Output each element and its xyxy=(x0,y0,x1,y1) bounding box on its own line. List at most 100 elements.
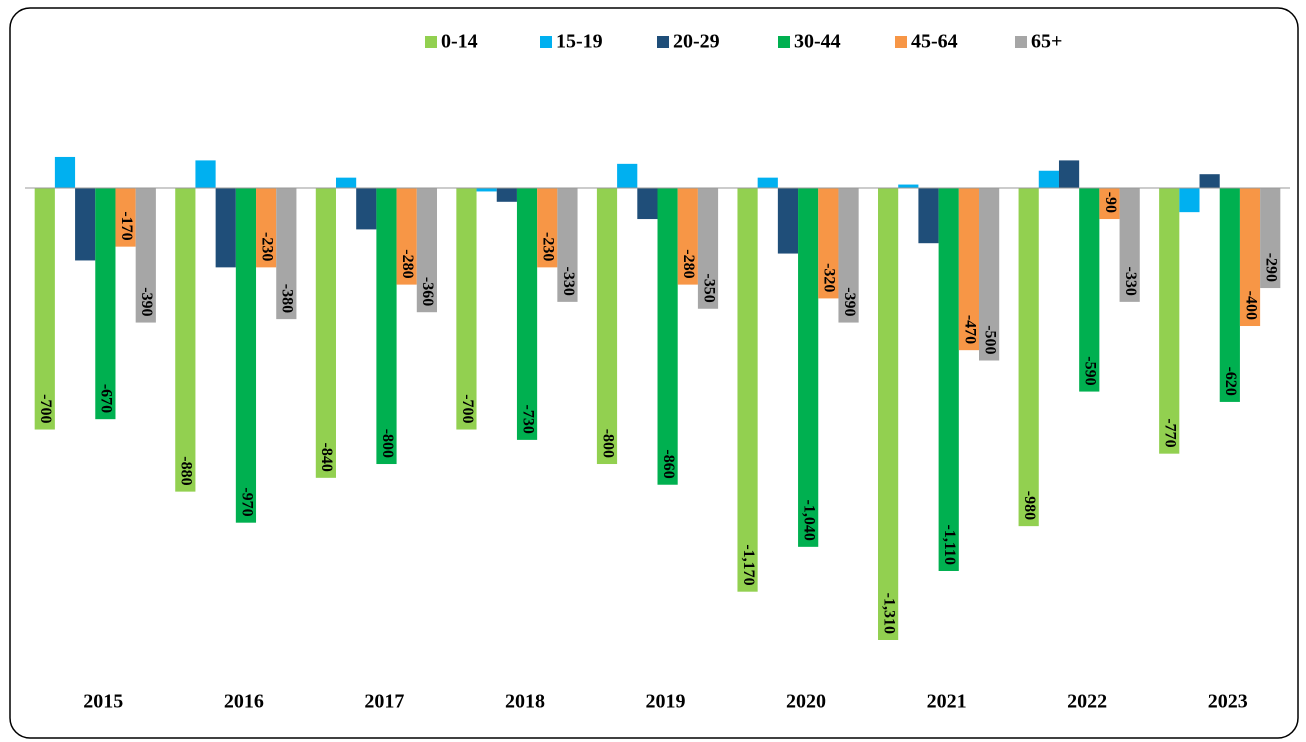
data-label: -280 xyxy=(680,249,697,278)
bar xyxy=(979,188,1000,361)
chart-frame xyxy=(9,7,1299,739)
data-label: -360 xyxy=(419,277,436,306)
bar xyxy=(516,188,538,440)
x-tick-label: 2017 xyxy=(364,691,404,713)
data-label: -400 xyxy=(1242,291,1259,320)
legend-label: 45-64 xyxy=(911,31,958,53)
bar xyxy=(135,188,156,323)
data-label: -590 xyxy=(1082,356,1099,385)
bar xyxy=(195,160,216,188)
x-tick-label: 2020 xyxy=(786,691,826,713)
data-label: -470 xyxy=(961,315,978,344)
data-label: -230 xyxy=(258,232,275,261)
data-label: -390 xyxy=(841,287,858,316)
bar xyxy=(496,188,517,202)
data-label: -500 xyxy=(981,325,998,354)
data-label: -880 xyxy=(178,456,195,485)
bar xyxy=(75,188,96,261)
data-label: -700 xyxy=(37,394,54,423)
bar xyxy=(838,188,859,323)
legend-label: 0-14 xyxy=(441,31,478,53)
bar xyxy=(256,188,277,268)
data-label: -730 xyxy=(519,405,536,434)
bar xyxy=(1079,188,1100,392)
bar xyxy=(376,188,397,465)
bar xyxy=(798,188,819,547)
bar xyxy=(1159,188,1180,454)
data-label: -330 xyxy=(1122,267,1139,296)
data-label: -380 xyxy=(279,284,296,313)
bar xyxy=(1239,188,1261,327)
bar xyxy=(677,188,698,285)
bar xyxy=(737,188,758,592)
bar xyxy=(1038,170,1059,188)
x-tick-label: 2015 xyxy=(83,691,123,713)
data-label: -670 xyxy=(98,384,115,413)
bar xyxy=(1018,188,1039,527)
data-label: -90 xyxy=(1102,192,1119,213)
legend-swatch xyxy=(778,36,790,48)
legend-swatch xyxy=(895,36,907,48)
data-label: -330 xyxy=(560,267,577,296)
legend-swatch xyxy=(540,36,552,48)
bar xyxy=(416,188,437,313)
bar xyxy=(215,188,236,268)
data-label: -350 xyxy=(700,273,717,302)
data-label: -620 xyxy=(1222,367,1239,396)
bar xyxy=(596,188,618,465)
bar xyxy=(476,188,497,192)
legend-swatch xyxy=(657,36,669,48)
bar xyxy=(878,188,899,640)
data-label: -1,310 xyxy=(880,593,897,634)
data-label: -980 xyxy=(1021,491,1038,520)
data-label: -840 xyxy=(318,443,335,472)
bar xyxy=(898,184,919,188)
bar xyxy=(396,188,417,285)
bar xyxy=(777,188,799,254)
data-label: -970 xyxy=(238,487,255,516)
bar xyxy=(757,177,778,188)
bar xyxy=(34,188,55,430)
data-label: -390 xyxy=(138,287,155,316)
bar xyxy=(95,188,116,420)
data-label: -860 xyxy=(660,449,677,478)
bar xyxy=(617,163,638,188)
bar xyxy=(537,188,558,268)
bar xyxy=(456,188,477,430)
bar xyxy=(657,188,678,485)
bar xyxy=(54,156,76,188)
bar xyxy=(557,188,578,302)
bar xyxy=(315,188,336,478)
bar xyxy=(1219,188,1240,402)
legend-swatch xyxy=(1015,36,1027,48)
bar xyxy=(1260,188,1281,289)
x-tick-label: 2018 xyxy=(505,691,545,713)
bar xyxy=(1058,160,1080,188)
bar xyxy=(1119,188,1140,302)
bar xyxy=(918,188,939,244)
x-tick-label: 2016 xyxy=(224,691,264,713)
data-label: -320 xyxy=(821,263,838,292)
bar xyxy=(235,188,257,523)
data-label: -1,110 xyxy=(941,525,958,565)
data-label: -770 xyxy=(1162,418,1179,447)
data-label: -800 xyxy=(379,429,396,458)
bar xyxy=(115,188,136,247)
data-label: -700 xyxy=(459,394,476,423)
bar xyxy=(958,188,980,351)
bar xyxy=(637,188,658,220)
data-label: -800 xyxy=(599,429,616,458)
bar xyxy=(1099,188,1120,220)
legend-label: 65+ xyxy=(1031,31,1062,53)
x-tick-label: 2023 xyxy=(1208,691,1248,713)
bar xyxy=(335,177,357,188)
legend-swatch xyxy=(425,36,437,48)
bar xyxy=(175,188,196,492)
data-label: -1,170 xyxy=(740,544,757,585)
data-label: -230 xyxy=(540,232,557,261)
data-label: -290 xyxy=(1263,253,1280,282)
bar xyxy=(938,188,959,571)
bar xyxy=(356,188,377,230)
legend-label: 30-44 xyxy=(794,31,841,53)
